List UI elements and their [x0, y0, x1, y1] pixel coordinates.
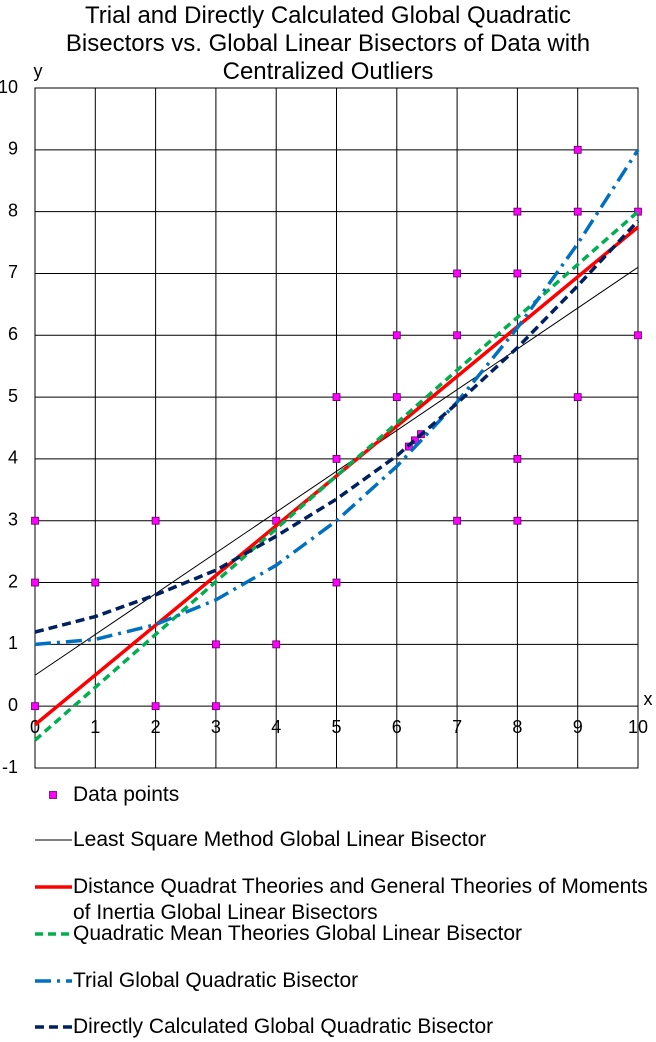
series-line [34, 266, 639, 676]
data-point [31, 702, 39, 711]
x-tick-label: 9 [573, 717, 583, 737]
data-point [573, 207, 582, 216]
legend-label: Directly Calculated Global Quadratic Bis… [73, 1015, 494, 1038]
data-point [31, 516, 39, 525]
data-point [513, 269, 522, 278]
x-tick-label: 2 [151, 717, 161, 737]
x-tick-label: 0 [30, 717, 40, 737]
x-tick-label: 6 [392, 717, 402, 737]
y-tick-label: 1 [8, 633, 18, 653]
series-line [34, 219, 640, 634]
data-point [573, 145, 582, 154]
chart-title: Trial and Directly Calculated Global Qua… [65, 2, 591, 85]
legend-marker [49, 791, 57, 799]
x-tick-label: 3 [211, 717, 221, 737]
y-tick-label: 0 [8, 695, 18, 715]
x-tick-label: 7 [452, 717, 462, 737]
y-tick-label: 6 [8, 324, 18, 344]
data-point [31, 578, 39, 587]
legend-label: Data points [73, 783, 180, 806]
data-point [211, 640, 220, 649]
data-point [332, 455, 341, 463]
data-point [332, 578, 341, 587]
y-tick-label: 8 [8, 200, 18, 220]
data-point [453, 269, 462, 278]
legend-label: Quadratic Mean Theories Global Linear Bi… [73, 922, 523, 945]
legend-label: Distance Quadrat Theories and General Th… [73, 875, 648, 924]
data-point [573, 393, 582, 401]
series-line [33, 225, 640, 727]
y-tick-label: 4 [8, 448, 18, 468]
data-point [634, 331, 642, 340]
data-point [513, 207, 522, 216]
data-point [410, 436, 419, 445]
y-tick-label: 2 [8, 571, 18, 591]
data-point [634, 207, 642, 216]
y-tick-label: 3 [8, 509, 18, 529]
data-point [332, 393, 341, 401]
data-point [392, 393, 401, 401]
x-tick-label: 4 [271, 717, 281, 737]
data-point [453, 331, 462, 340]
x-tick-label: 5 [331, 717, 341, 737]
data-point [392, 331, 401, 340]
legend-label: Trial Global Quadratic Bisector [73, 969, 359, 992]
y-tick-label: 9 [8, 139, 18, 159]
x-tick-label: 1 [90, 717, 100, 737]
x-axis-label: x [644, 689, 653, 709]
series-line [34, 148, 640, 647]
x-tick-label: 10 [628, 717, 648, 737]
data-point [91, 578, 100, 587]
x-tick-label: 8 [512, 717, 522, 737]
data-point [513, 455, 522, 463]
legend-label: Least Square Method Global Linear Bisect… [73, 828, 487, 851]
y-tick-label: -1 [2, 757, 18, 777]
data-point [272, 640, 281, 649]
data-point [513, 516, 522, 525]
y-axis-label: y [34, 61, 43, 81]
data-point [453, 516, 462, 525]
data-point [151, 702, 160, 711]
data-point [211, 702, 220, 711]
y-tick-label: 10 [0, 77, 18, 97]
y-tick-label: 5 [8, 386, 18, 406]
y-tick-label: 7 [8, 262, 18, 282]
data-point [151, 516, 160, 525]
